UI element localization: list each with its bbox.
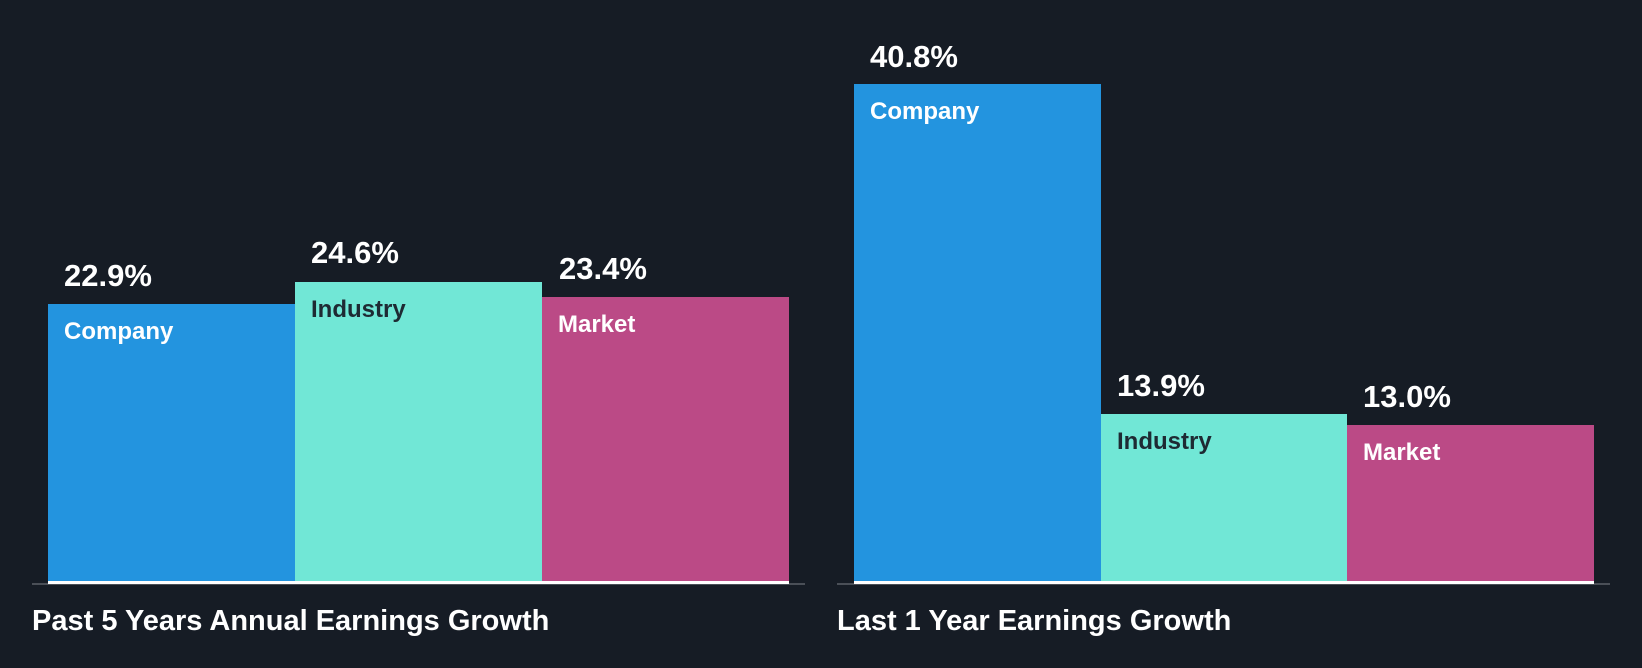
value-label: 23.4% [559,251,647,286]
chart-title: Last 1 Year Earnings Growth [837,605,1232,637]
bar-label: Market [558,311,636,338]
bar-company: Company [854,84,1101,583]
value-label: 24.6% [311,235,399,270]
bar-industry: Industry [295,282,542,583]
value-label: 13.9% [1117,368,1205,403]
chart-title: Past 5 Years Annual Earnings Growth [32,605,550,637]
bar-industry: Industry [1101,414,1347,583]
bar-label: Market [1363,439,1441,466]
x-axis [837,583,1610,585]
value-label: 40.8% [870,39,958,74]
baseline [48,581,789,584]
value-label: 13.0% [1363,379,1451,414]
bar-market: Market [1347,425,1594,583]
bar-label: Company [64,318,174,345]
bar-label: Industry [1117,428,1212,455]
bar-market: Market [542,297,789,583]
x-axis [32,583,805,585]
baseline [854,581,1594,584]
bar-company: Company [48,304,295,583]
bar-label: Company [870,98,980,125]
bar-label: Industry [311,296,406,323]
value-label: 22.9% [64,258,152,293]
